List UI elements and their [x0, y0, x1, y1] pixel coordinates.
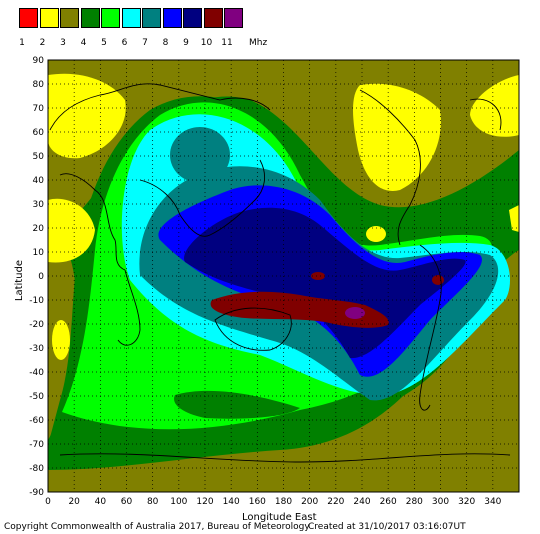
- y-tick-label-0: 0: [38, 272, 44, 282]
- x-tick-label-240: 240: [353, 497, 370, 507]
- coast-greenland: [469, 98, 502, 131]
- footer: Copyright Commonwealth of Australia 2017…: [4, 522, 540, 532]
- y-tick-label--50: -50: [29, 392, 44, 402]
- legend-swatch-2: [39, 8, 59, 28]
- x-tick-label-60: 60: [121, 497, 133, 507]
- legend-label-6: 6: [121, 38, 128, 48]
- y-tick-label--30: -30: [29, 344, 44, 354]
- y-tick-label-30: 30: [33, 200, 45, 210]
- y-tick-label-50: 50: [33, 152, 45, 162]
- coast-africa: [59, 173, 126, 271]
- y-tick-label--40: -40: [29, 368, 44, 378]
- x-tick-label-0: 0: [45, 497, 51, 507]
- legend-label-5: 5: [101, 38, 107, 48]
- x-tick-label-180: 180: [275, 497, 292, 507]
- legend-swatch-6: [121, 8, 141, 28]
- axis-ticks: 0 20 40 60 80 100 120 140 160 180 200 220 240 260 280 3…: [29, 56, 501, 507]
- legend-swatch-9: [183, 8, 202, 28]
- x-tick-label-260: 260: [380, 497, 397, 507]
- band-yellow-small: [366, 226, 386, 242]
- coast-africa-south: [117, 269, 141, 346]
- x-tick-label-80: 80: [147, 497, 159, 507]
- legend-label-11: 11: [221, 38, 233, 48]
- y-tick-label--70: -70: [29, 440, 44, 450]
- legend-label-4: 4: [80, 38, 87, 48]
- band-olive-south: [48, 250, 519, 492]
- plot-frame: [47, 59, 520, 493]
- y-tick-label--10: -10: [29, 296, 44, 306]
- x-tick-label-140: 140: [223, 497, 240, 507]
- y-tick-label-70: 70: [33, 104, 45, 114]
- legend-label-9: 9: [183, 38, 189, 48]
- y-tick-label-10: 10: [33, 248, 45, 258]
- legend-unit: Mhz: [249, 38, 268, 48]
- band-teal-north-blob: [170, 127, 230, 183]
- copyright-text: Copyright Commonwealth of Australia 2017…: [4, 522, 310, 532]
- legend-swatch-10: [203, 8, 223, 28]
- x-tick-label-100: 100: [170, 497, 187, 507]
- legend-swatch-7: [142, 8, 161, 28]
- legend-label-10: 10: [200, 38, 213, 48]
- legend-swatch-5: [101, 8, 120, 28]
- y-tick-label--60: -60: [29, 416, 44, 426]
- coast-south-america: [419, 244, 442, 411]
- coast-asia-south: [139, 159, 266, 237]
- y-axis-label: Latitude: [14, 259, 26, 302]
- coast-antarctica: [59, 453, 511, 463]
- legend-label-1: 1: [19, 38, 25, 48]
- coast-north-america: [359, 89, 421, 246]
- x-tick-label-300: 300: [432, 497, 449, 507]
- band-maroon-small: [432, 275, 444, 285]
- band-yellow-nw: [48, 73, 126, 159]
- y-tick-label-80: 80: [33, 80, 45, 90]
- band-maroon-small-2: [311, 272, 325, 280]
- legend-label-8: 8: [162, 38, 169, 48]
- band-yellow-west: [48, 198, 95, 263]
- graticule: [48, 60, 519, 492]
- x-tick-label-20: 20: [68, 497, 80, 507]
- x-tick-label-340: 340: [484, 497, 501, 507]
- x-tick-label-120: 120: [196, 497, 213, 507]
- legend-label-7: 7: [142, 38, 148, 48]
- legend-swatch-11: [224, 8, 243, 28]
- x-tick-label-280: 280: [406, 497, 423, 507]
- legend-swatch-3: [60, 8, 79, 28]
- y-tick-label-40: 40: [33, 176, 45, 186]
- band-dark-green-south: [174, 390, 300, 419]
- y-tick-label-20: 20: [33, 224, 45, 234]
- band-navy: [184, 207, 466, 359]
- x-tick-label-40: 40: [95, 497, 107, 507]
- legend-label-3: 3: [60, 38, 66, 48]
- band-maroon: [210, 291, 389, 328]
- y-tick-label--80: -80: [29, 464, 44, 474]
- legend-swatch-8: [162, 8, 182, 28]
- y-tick-label-60: 60: [33, 128, 45, 138]
- x-tick-label-200: 200: [301, 497, 318, 507]
- x-tick-label-160: 160: [249, 497, 266, 507]
- legend-swatch-4: [80, 8, 100, 28]
- coastlines: [49, 83, 511, 463]
- x-tick-label-220: 220: [327, 497, 344, 507]
- x-axis-label: Longitude East: [242, 512, 317, 523]
- created-timestamp: Created at 31/10/2017 03:16:07UT: [308, 522, 466, 532]
- legend-swatch-1: [19, 8, 38, 28]
- legend-label-2: 2: [39, 38, 46, 48]
- coast-australia: [214, 307, 292, 351]
- band-purple-peak: [345, 307, 365, 319]
- coast-eurasia-north: [49, 83, 271, 131]
- band-yellow-sw: [52, 320, 70, 360]
- band-yellow-edge: [509, 205, 519, 232]
- x-tick-label-320: 320: [458, 497, 475, 507]
- y-tick-label--20: -20: [29, 320, 44, 330]
- y-tick-label-90: 90: [33, 56, 45, 66]
- band-yellow-north-america: [353, 83, 441, 191]
- y-tick-label--90: -90: [29, 488, 44, 498]
